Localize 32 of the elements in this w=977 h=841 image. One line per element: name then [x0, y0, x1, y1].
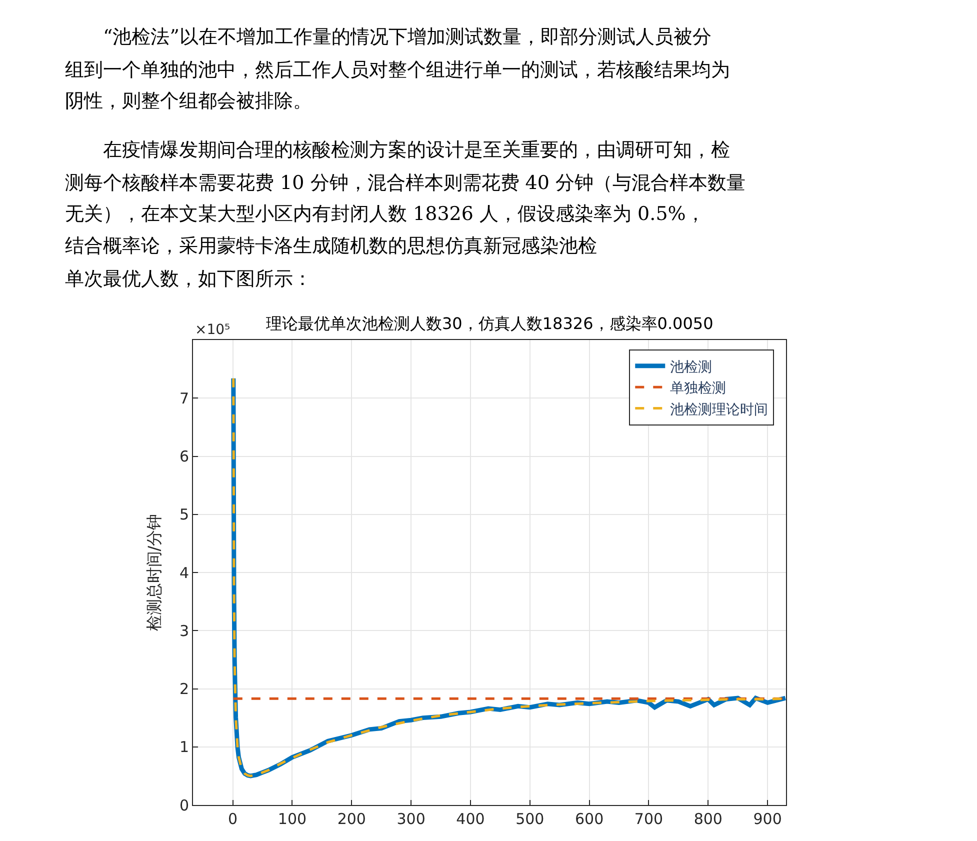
text: 阴性，则整个组都会被排除。 — [65, 90, 312, 112]
x-tick-label: 100 — [278, 810, 307, 828]
text: 结合概率论，采用蒙特卡洛生成随机数的思想仿真新冠感染池检 — [65, 235, 597, 257]
x-tick-label: 800 — [694, 810, 722, 828]
legend-label: 池检测理论时间 — [670, 402, 768, 418]
y-tick-label: 0 — [179, 796, 189, 814]
y-tick-label: 7 — [179, 389, 189, 408]
text: “池检法”以在不增加工作量的情况下增加测试数量，即部分测试人员被分 — [65, 26, 712, 48]
x-tick-label: 300 — [396, 810, 426, 828]
x-tick-label: 900 — [753, 810, 782, 828]
text: ×10⁵ — [195, 322, 230, 338]
chart-title: 理论最优单次池检测人数30，仿真人数18326，感染率0.0050 — [266, 314, 714, 333]
text: 在疫情爆发期间合理的核酸检测方案的设计是至关重要的，由调研可知，检 — [65, 139, 730, 161]
text: 测每个核酸样本需要花费 10 分钟，混合样本则需花费 40 分钟（与混合样本数量 — [65, 172, 746, 194]
x-tick-label: 200 — [337, 810, 366, 828]
y-tick-label: 2 — [179, 680, 189, 698]
y-tick-label: 1 — [179, 738, 189, 756]
x-tick-label: 500 — [516, 810, 544, 828]
y-tick-label: 6 — [179, 448, 189, 466]
text: 组到一个单独的池中，然后工作人员对整个组进行单一的测试，若核酸结果均为 — [65, 59, 730, 81]
legend-label: 池检测 — [670, 359, 712, 376]
y-tick-label: 4 — [179, 564, 189, 582]
y-axis-title: 检测总时间/分钟 — [144, 514, 164, 632]
y-tick-label: 5 — [179, 506, 189, 524]
legend-label: 单独检测 — [670, 380, 726, 397]
text: 单次最优人数，如下图所示： — [65, 268, 312, 290]
text: 无关），在本文某大型小区内有封闭人数 18326 人，假设感染率为 0.5%， — [65, 203, 705, 225]
x-tick-label: 400 — [456, 810, 485, 828]
y-tick-label: 3 — [179, 622, 189, 640]
x-tick-label: 700 — [634, 810, 664, 828]
x-tick-label: 0 — [228, 810, 238, 828]
x-tick-label: 600 — [575, 810, 604, 828]
